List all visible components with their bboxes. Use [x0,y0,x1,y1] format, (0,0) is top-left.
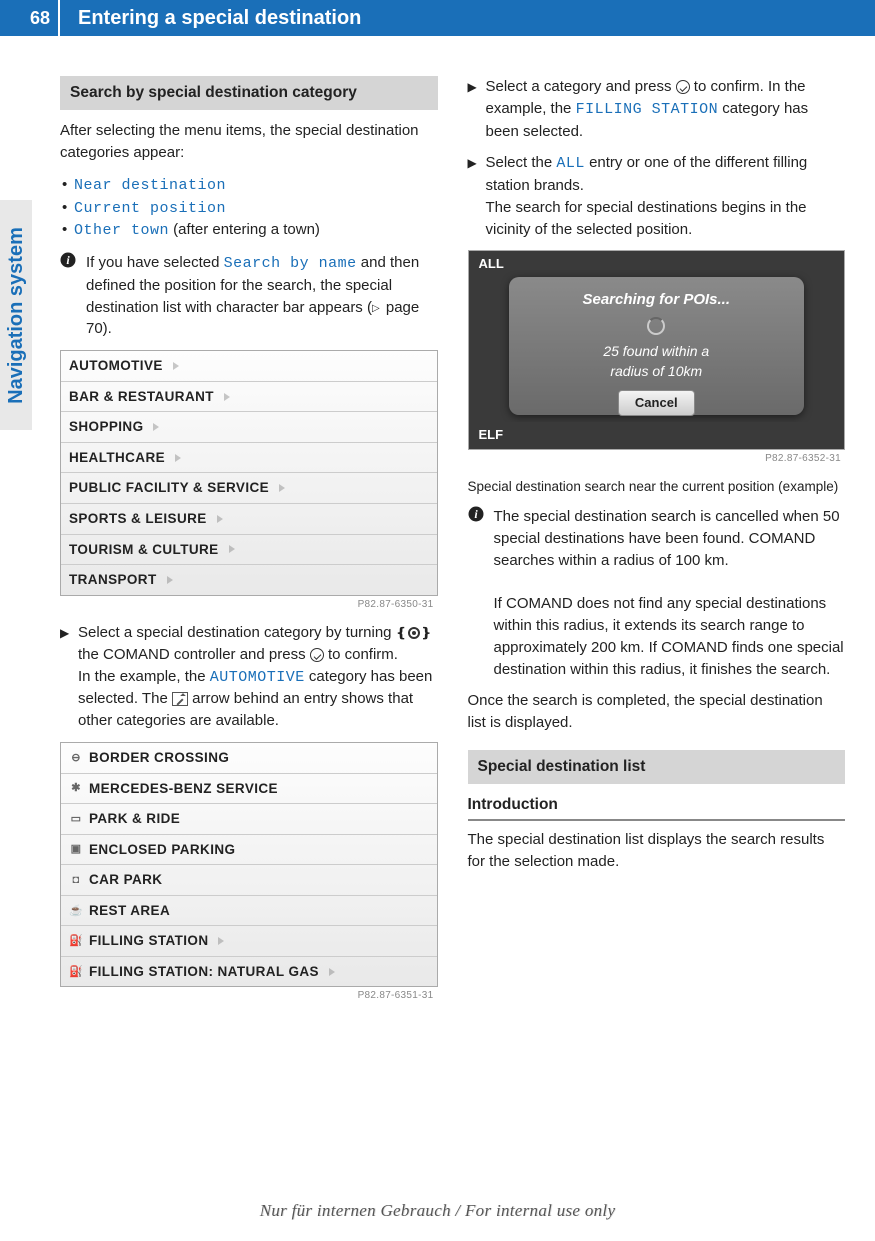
press-controller-icon [676,80,690,94]
list-item-label: MERCEDES-BENZ SERVICE [89,779,278,799]
menu-option: Other town [74,222,169,239]
category-icon: ✱ [69,782,83,794]
body-text: In the example, the [78,668,210,685]
note-text: If you have selected Search by name and … [82,252,438,340]
page-title: Entering a special destination [60,7,361,30]
category-icon: ☕ [69,905,83,917]
list-item: ⛽ FILLING STATION [61,926,437,957]
list-item-label: CAR PARK [89,870,162,890]
list-item: ☕ REST AREA [61,896,437,927]
left-column: Search by special destination category A… [60,76,438,1014]
list-item: ALL [469,251,845,278]
right-column: ▶ Select a category and press to confirm… [468,76,846,1014]
info-icon: i [468,506,490,524]
list-item: BAR & RESTAURANT [61,382,437,413]
press-controller-icon [310,648,324,662]
dialog-text: radius of 10km [519,361,795,381]
note-text: The special destination search is cancel… [494,508,840,569]
list-item: TRANSPORT [61,565,437,595]
note-text: If COMAND does not find any special dest… [494,595,844,677]
list-item: AUTOMOTIVE [61,351,437,382]
body-text: Select a category and press [486,78,676,95]
category-icon: ▣ [69,843,83,855]
menu-option: AUTOMOTIVE [210,669,305,686]
figure-caption: P82.87-6352-31 [468,452,846,467]
instruction-step: ▶ Select a category and press to confirm… [468,76,846,142]
section-heading: Search by special destination category [60,76,438,110]
figure-description: Special destination search near the curr… [468,477,846,497]
figure-caption: P82.87-6351-31 [60,989,438,1004]
instruction-step: ▶ Select a special destination category … [60,622,438,732]
section-tab: Navigation system [0,200,32,430]
watermark-text: Nur für internen Gebrauch / For internal… [0,1201,875,1221]
header-bar: 68 Entering a special destination [0,0,875,36]
step-marker-icon: ▶ [60,622,78,732]
category-icon: ▭ [69,813,83,825]
category-icon: ⊖ [69,752,83,764]
body-text: the COMAND controller and press [78,646,310,663]
list-item: ▣ ENCLOSED PARKING [61,835,437,866]
body-text: to confirm. [328,646,398,663]
body-text: Select a special destination category by… [78,624,396,641]
body-text: (after entering a town) [169,221,320,238]
embedded-screenshot-subcategories: ⊖ BORDER CROSSING ✱ MERCEDES-BENZ SERVICE ▭ P… [60,742,438,988]
list-item: ▭ PARK & RIDE [61,804,437,835]
list-item: ⛽ FILLING STATION: NATURAL GAS [61,957,437,987]
list-item: SHOPPING [61,412,437,443]
list-item: ⊖ BORDER CROSSING [61,743,437,774]
list-item-label: REST AREA [89,901,170,921]
info-icon: i [60,252,82,270]
body-text: Select the [486,154,557,171]
list-item: Current position [62,197,438,220]
section-tab-label: Navigation system [5,227,28,404]
figure-caption: P82.87-6350-31 [60,598,438,613]
info-note: i If you have selected Search by name an… [60,252,438,340]
page-reference-icon [372,299,382,316]
list-item-label: BORDER CROSSING [89,748,229,768]
submenu-arrow-icon [172,692,188,706]
category-icon: ⛽ [69,935,83,947]
list-item: HEALTHCARE [61,443,437,474]
spinner-icon [647,317,665,335]
body-text: The search for special destinations begi… [486,199,807,238]
body-text: Once the search is completed, the specia… [468,690,846,734]
list-item: Near destination [62,174,438,197]
list-item-label: FILLING STATION: NATURAL GAS [89,962,319,982]
embedded-screenshot-categories: AUTOMOTIVE BAR & RESTAURANT SHOPPING HEA… [60,350,438,596]
list-item: ✱ MERCEDES-BENZ SERVICE [61,774,437,805]
category-icon: ⛽ [69,966,83,978]
list-item: ELF [469,422,845,449]
instruction-step: ▶ Select the ALL entry or one of the dif… [468,152,846,240]
category-icon: ◘ [69,874,83,886]
body-text: After selecting the menu items, the spec… [60,120,438,164]
menu-option: Current position [74,200,226,217]
menu-option: FILLING STATION [576,101,719,118]
step-marker-icon: ▶ [468,152,486,240]
list-item-label: FILLING STATION [89,931,208,951]
cancel-button[interactable]: Cancel [618,390,695,417]
page-number: 68 [0,0,60,36]
menu-option: Search by name [224,255,357,272]
subsection-heading: Introduction [468,794,846,820]
menu-option: Near destination [74,177,226,194]
bullet-list: Near destination Current position Other … [62,174,438,242]
dialog-text: 25 found within a [519,341,795,361]
step-marker-icon: ▶ [468,76,486,142]
dialog-title: Searching for POIs... [519,289,795,311]
section-heading: Special destination list [468,750,846,784]
list-item: TOURISM & CULTURE [61,535,437,566]
body-text: If you have selected [86,254,224,271]
menu-option: ALL [556,155,585,172]
info-note: i The special destination search is canc… [468,506,846,680]
list-item-label: ENCLOSED PARKING [89,840,235,860]
list-item: SPORTS & LEISURE [61,504,437,535]
search-dialog: Searching for POIs... 25 found within a … [509,277,805,415]
list-item: Other town (after entering a town) [62,219,438,242]
embedded-screenshot-search-dialog: ALL Searching for POIs... 25 found withi… [468,250,846,450]
list-item-label: PARK & RIDE [89,809,180,829]
rotate-controller-icon: ❴❵ [396,624,432,643]
body-text: The special destination list displays th… [468,829,846,873]
list-item: PUBLIC FACILITY & SERVICE [61,473,437,504]
list-item: ◘ CAR PARK [61,865,437,896]
